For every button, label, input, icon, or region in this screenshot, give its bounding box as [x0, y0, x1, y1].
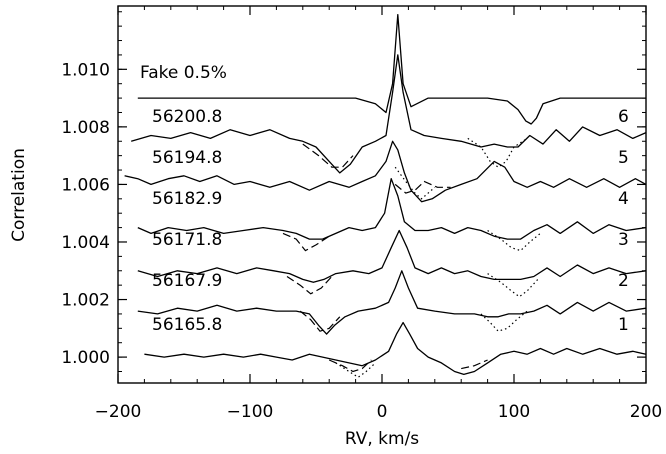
series-label: Fake 0.5%: [140, 63, 227, 83]
y-axis-ticks: 1.000 1.002 1.004 1.006 1.008 1.010: [61, 11, 646, 372]
series-solid-line: [137, 270, 647, 335]
series-label: 56167.9: [152, 271, 222, 291]
series-dotted-line: [335, 362, 376, 378]
series-solid-line: [124, 140, 647, 203]
series-dashed-line: [299, 310, 341, 332]
spectrum-series: 56182.9 4: [137, 178, 647, 252]
spectrum-series: 56165.8 1: [144, 315, 647, 378]
series-number: 5: [618, 148, 629, 168]
x-axis-ticks: −200 −100 0 100 200: [95, 6, 662, 422]
series-dashed-line: [328, 359, 372, 373]
series-dashed-line: [282, 232, 330, 252]
spectra-curves: Fake 0.5% 56200.8 6 56194.8 5 56182.9 4 56171.8…: [124, 13, 647, 378]
spectrum-series: Fake 0.5%: [137, 13, 646, 125]
series-solid-line: [144, 321, 647, 376]
series-solid-line: [137, 178, 647, 240]
series-number: 2: [618, 271, 629, 291]
spectrum-series: 56167.9 2: [137, 270, 647, 335]
spectrum-series: 56171.8 3: [137, 229, 647, 298]
series-solid-line: [131, 54, 647, 174]
x-axis-label: RV, km/s: [345, 429, 419, 449]
series-label: 56200.8: [152, 107, 222, 127]
series-dotted-line: [487, 229, 541, 252]
y-tick-label: 1.002: [61, 291, 110, 311]
series-label: 56171.8: [152, 230, 222, 250]
x-tick-label: −100: [227, 402, 274, 422]
y-tick-label: 1.008: [61, 118, 110, 138]
series-dashed-line: [286, 275, 333, 295]
series-dotted-line: [467, 137, 528, 168]
x-tick-label: 0: [377, 402, 388, 422]
spectrum-series: 56194.8 5: [124, 140, 647, 203]
y-tick-label: 1.000: [61, 348, 110, 368]
series-label: 56165.8: [152, 315, 222, 335]
series-dashed-line: [302, 143, 354, 168]
x-tick-label: −200: [95, 402, 142, 422]
series-dashed-line: [461, 359, 488, 370]
series-solid-line: [137, 229, 647, 283]
y-tick-label: 1.010: [61, 60, 110, 80]
series-number: 3: [618, 230, 629, 250]
x-tick-label: 200: [630, 402, 662, 422]
x-tick-label: 100: [498, 402, 530, 422]
series-label: 56194.8: [152, 148, 222, 168]
y-tick-label: 1.004: [61, 233, 110, 253]
spectrum-series: 56200.8 6: [131, 54, 647, 174]
series-dotted-line: [394, 166, 436, 200]
y-axis-label: Correlation: [9, 148, 29, 242]
series-solid-line: [137, 13, 646, 125]
series-number: 6: [618, 107, 629, 127]
y-tick-label: 1.006: [61, 175, 110, 195]
series-dashed-line: [394, 180, 451, 194]
series-label: 56182.9: [152, 189, 222, 209]
series-number: 4: [618, 189, 629, 209]
series-number: 1: [618, 315, 629, 335]
